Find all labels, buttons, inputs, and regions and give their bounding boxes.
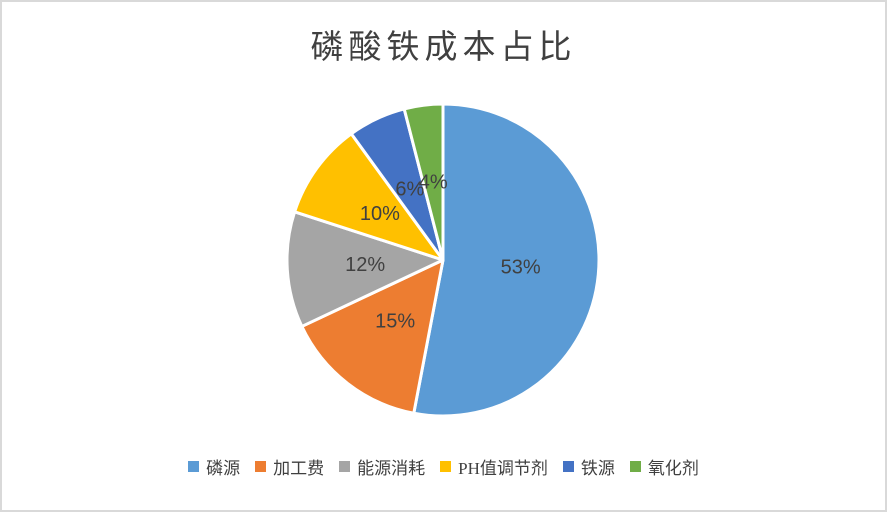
pie-slice-data-label: 15% xyxy=(375,311,415,333)
pie-slice-data-label: 12% xyxy=(345,254,385,276)
legend-item-phosphorus-source[interactable]: 磷源 xyxy=(188,454,240,479)
pie-slice-3[interactable] xyxy=(285,210,445,328)
pie-slice-data-label: 10% xyxy=(360,203,400,225)
legend-item-energy-consumption[interactable]: 能源消耗 xyxy=(339,454,425,479)
legend-marker-icon xyxy=(188,461,200,472)
legend-item-processing-fee[interactable]: 加工费 xyxy=(255,454,324,479)
legend-label: 氧化剂 xyxy=(647,459,699,478)
pie-slice-4[interactable] xyxy=(293,132,445,262)
pie-slice-data-label: 6% xyxy=(395,178,424,200)
legend-item-ph-adjuster[interactable]: PH值调节剂 xyxy=(440,454,548,479)
legend-marker-icon xyxy=(339,461,351,472)
legend-item-oxidizer[interactable]: 氧化剂 xyxy=(629,454,699,479)
pie-slice-data-label: 53% xyxy=(501,256,541,278)
legend-marker-icon xyxy=(255,461,267,472)
legend-item-iron-source[interactable]: 铁源 xyxy=(562,454,615,479)
pie-slice-6[interactable] xyxy=(402,102,445,262)
pie-slice-data-label: 4% xyxy=(419,172,448,194)
legend-label: 铁源 xyxy=(580,459,615,478)
pie-slice-2[interactable] xyxy=(300,258,445,415)
legend-label: 磷源 xyxy=(206,459,241,478)
legend-label: 能源消耗 xyxy=(357,459,426,478)
legend-marker-icon xyxy=(440,461,452,472)
chart-title: 磷酸铁成本占比 xyxy=(310,30,577,66)
legend-marker-icon xyxy=(562,461,574,472)
legend-label: PH值调节剂 xyxy=(458,459,548,478)
pie-slice-1[interactable] xyxy=(412,102,601,418)
legend-label: 加工费 xyxy=(273,459,325,478)
chart-legend: 磷源 加工费 能源消耗 PH值调节剂 铁源 氧化剂 xyxy=(2,454,885,479)
legend-marker-icon xyxy=(629,461,641,472)
